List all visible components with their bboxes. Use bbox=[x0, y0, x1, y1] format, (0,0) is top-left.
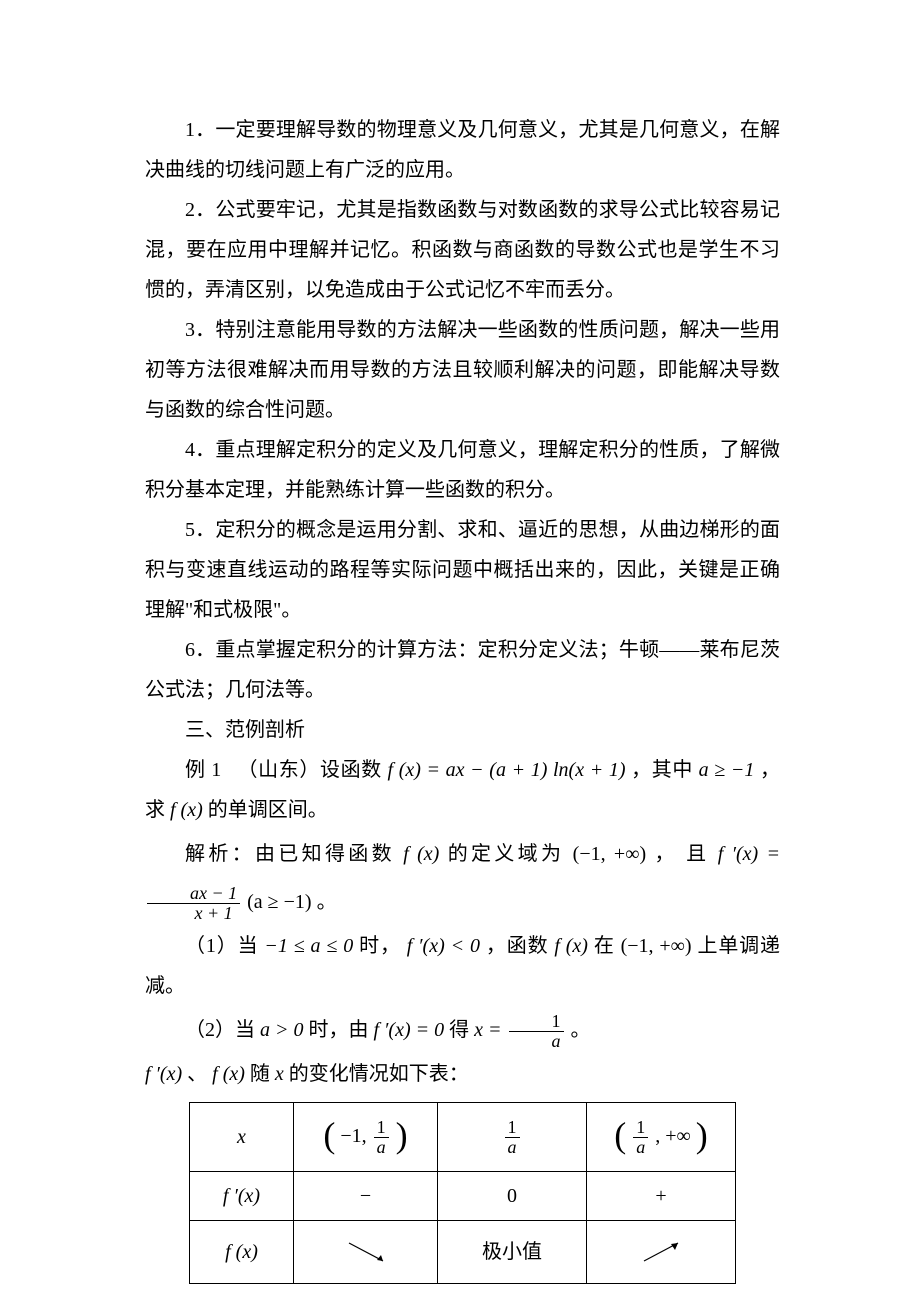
ana-fx: f (x) bbox=[403, 843, 439, 865]
math-fx-def: f (x) = ax − (a + 1) ln(x + 1) bbox=[388, 759, 626, 781]
c1-d: 在 bbox=[594, 935, 621, 957]
ex1-text-b: ，其中 bbox=[631, 759, 699, 781]
ana-c: ， 且 bbox=[654, 843, 717, 865]
ana-a: 解析：由已知得函数 bbox=[185, 843, 403, 865]
th-1a-den: a bbox=[505, 1137, 520, 1157]
th-int2: ( 1 a , +∞ ) bbox=[587, 1103, 736, 1172]
arrow-up-icon bbox=[636, 1237, 686, 1267]
ana-b: 的定义域为 bbox=[448, 843, 573, 865]
r1c3: + bbox=[587, 1172, 736, 1221]
ti-a: 、 bbox=[187, 1063, 207, 1085]
ana-fpx-eq: f ′(x) = bbox=[718, 843, 780, 865]
case-2: （2）当 a > 0 时，由 f ′(x) = 0 得 x = 1 a 。 bbox=[145, 1006, 780, 1054]
c2-xeq: x = bbox=[474, 1019, 501, 1041]
c2-num: 1 bbox=[509, 1012, 564, 1031]
arrow-down-icon bbox=[341, 1237, 391, 1267]
th-1a: 1 a bbox=[438, 1103, 587, 1172]
ti-fx: f (x) bbox=[212, 1063, 245, 1085]
analysis-line: 解析：由已知得函数 f (x) 的定义域为 (−1, +∞) ， 且 f ′(x… bbox=[145, 830, 780, 926]
int2-den: a bbox=[633, 1137, 648, 1157]
r1c2: 0 bbox=[438, 1172, 587, 1221]
c1-fpx: f ′(x) < 0 bbox=[407, 935, 480, 957]
table-intro: f ′(x) 、 f (x) 随 x 的变化情况如下表： bbox=[145, 1054, 780, 1094]
ti-fpx: f ′(x) bbox=[145, 1063, 182, 1085]
ti-x: x bbox=[275, 1063, 284, 1085]
case-1: （1）当 −1 ≤ a ≤ 0 时， f ′(x) < 0 ，函数 f (x) … bbox=[145, 926, 780, 1006]
ana-cond: (a ≥ −1) bbox=[247, 891, 311, 913]
c2-frac: 1 a bbox=[509, 1012, 564, 1051]
r2c1 bbox=[294, 1221, 438, 1284]
ex1-fx-def: f (x) = ax − (a + 1) ln(x + 1) bbox=[388, 759, 626, 781]
c1-a: （1）当 bbox=[185, 935, 264, 957]
int1-left: −1, bbox=[340, 1125, 366, 1147]
c2-d: 。 bbox=[571, 1019, 591, 1041]
r2c3 bbox=[587, 1221, 736, 1284]
c2-a: （2）当 bbox=[185, 1019, 260, 1041]
ana-frac: ax − 1 x + 1 bbox=[147, 884, 240, 923]
table-row-fprime: f ′(x) − 0 + bbox=[190, 1172, 736, 1221]
c1-c: ，函数 bbox=[486, 935, 554, 957]
ti-b: 随 bbox=[250, 1063, 275, 1085]
c1-fx: f (x) bbox=[554, 935, 588, 957]
para-5: 5．定积分的概念是运用分割、求和、逼近的思想，从曲边梯形的面积与变速直线运动的路… bbox=[145, 510, 780, 630]
para-1: 1．一定要理解导数的物理意义及几何意义，尤其是几何意义，在解决曲线的切线问题上有… bbox=[145, 110, 780, 190]
th-int1: ( −1, 1 a ) bbox=[294, 1103, 438, 1172]
c2-b: 时，由 bbox=[309, 1019, 374, 1041]
ti-c: 的变化情况如下表： bbox=[289, 1063, 469, 1085]
arrow-down-line bbox=[349, 1243, 383, 1261]
int2-frac: 1 a bbox=[633, 1118, 648, 1157]
c2-den: a bbox=[509, 1031, 564, 1051]
c2-fpx0: f ′(x) = 0 bbox=[374, 1019, 445, 1041]
int1-frac: 1 a bbox=[374, 1118, 389, 1157]
frac-den: x + 1 bbox=[147, 903, 240, 923]
th-x: x bbox=[190, 1103, 294, 1172]
int2-right: , +∞ bbox=[655, 1125, 691, 1147]
c2-a-gt0: a > 0 bbox=[260, 1019, 304, 1041]
frac-num: ax − 1 bbox=[147, 884, 240, 903]
ana-d: 。 bbox=[317, 891, 337, 913]
r2c0: f (x) bbox=[190, 1221, 294, 1284]
th-1a-frac: 1 a bbox=[505, 1118, 520, 1157]
ex1-text-d: 的单调区间。 bbox=[208, 799, 328, 821]
para-4: 4．重点理解定积分的定义及几何意义，理解定积分的性质，了解微积分基本定理，并能熟… bbox=[145, 430, 780, 510]
r2c2: 极小值 bbox=[438, 1221, 587, 1284]
c1-range: −1 ≤ a ≤ 0 bbox=[264, 935, 353, 957]
r1c0: f ′(x) bbox=[190, 1172, 294, 1221]
ex1-a-cond: a ≥ −1 bbox=[699, 759, 755, 781]
ex1-text-a: 例 1 （山东）设函数 bbox=[185, 759, 388, 781]
c1-dom: (−1, +∞) bbox=[621, 935, 692, 957]
ana-domain: (−1, +∞) bbox=[573, 843, 646, 865]
ex1-fx: f (x) bbox=[170, 799, 203, 821]
table-row-f: f (x) 极小值 bbox=[190, 1221, 736, 1284]
page: 1．一定要理解导数的物理意义及几何意义，尤其是几何意义，在解决曲线的切线问题上有… bbox=[0, 0, 920, 1302]
r1c1: − bbox=[294, 1172, 438, 1221]
para-3: 3．特别注意能用导数的方法解决一些函数的性质问题，解决一些用初等方法很难解决而用… bbox=[145, 310, 780, 430]
example-1: 例 1 （山东）设函数 f (x) = ax − (a + 1) ln(x + … bbox=[145, 750, 780, 830]
para-6: 6．重点掌握定积分的计算方法：定积分定义法；牛顿——莱布尼茨公式法；几何法等。 bbox=[145, 630, 780, 710]
section-heading: 三、范例剖析 bbox=[145, 710, 780, 750]
variation-table: x ( −1, 1 a ) 1 a ( 1 a bbox=[189, 1102, 736, 1284]
int1-den: a bbox=[374, 1137, 389, 1157]
para-2: 2．公式要牢记，尤其是指数函数与对数函数的求导公式比较容易记混，要在应用中理解并… bbox=[145, 190, 780, 310]
int2-num: 1 bbox=[633, 1118, 648, 1137]
table-row-header: x ( −1, 1 a ) 1 a ( 1 a bbox=[190, 1103, 736, 1172]
int1-num: 1 bbox=[374, 1118, 389, 1137]
th-1a-num: 1 bbox=[505, 1118, 520, 1137]
c2-c: 得 bbox=[449, 1019, 474, 1041]
c1-b: 时， bbox=[359, 935, 407, 957]
